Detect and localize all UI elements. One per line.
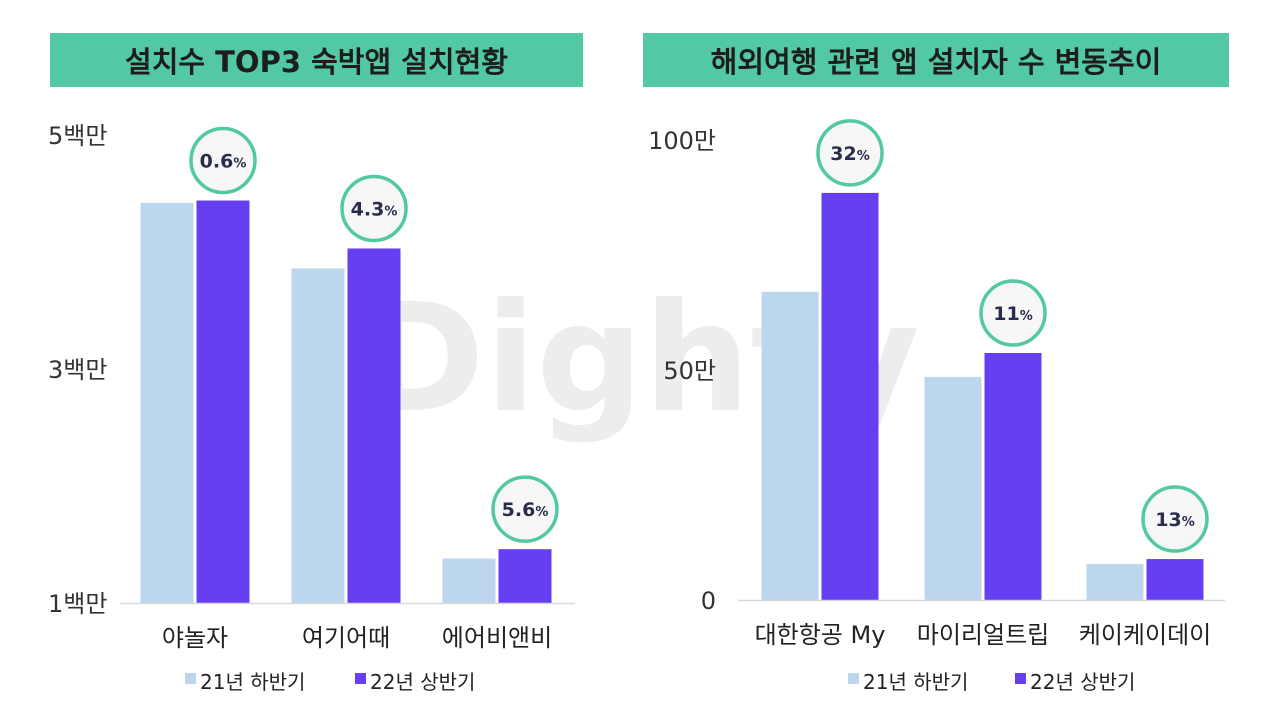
legend-swatch xyxy=(1015,673,1026,684)
growth-percent-sign: % xyxy=(384,204,397,219)
growth-percent-sign: % xyxy=(1020,309,1033,324)
growth-label: 0.6% xyxy=(200,151,247,173)
legend-label: 22년 상반기 xyxy=(1030,670,1135,694)
growth-percent-sign: % xyxy=(535,505,548,520)
growth-value: 32 xyxy=(830,143,856,165)
growth-percent-sign: % xyxy=(1182,515,1195,530)
bar-22h1 xyxy=(498,549,552,603)
bar-21h2 xyxy=(291,268,345,603)
growth-label: 5.6% xyxy=(502,499,549,521)
x-category-label: 에어비앤비 xyxy=(442,624,552,652)
growth-value: 0.6 xyxy=(200,151,234,173)
y-tick-label: 100만 xyxy=(648,127,716,155)
bar-21h2 xyxy=(140,202,194,604)
bar-21h2 xyxy=(761,291,819,600)
growth-badge xyxy=(816,119,884,187)
bar-22h1 xyxy=(821,192,879,600)
growth-badge xyxy=(979,279,1047,347)
chart-title: 해외여행 관련 앱 설치자 수 변동추이 xyxy=(711,45,1162,79)
growth-value: 4.3 xyxy=(351,198,385,220)
y-tick-label: 3백만 xyxy=(48,356,107,384)
growth-percent-sign: % xyxy=(857,149,870,164)
x-category-label: 대한항공 My xyxy=(755,621,886,649)
growth-value: 5.6 xyxy=(502,499,536,521)
legend-label: 21년 하반기 xyxy=(200,670,305,694)
bar-22h1 xyxy=(984,352,1042,600)
chart-travel-apps: 해외여행 관련 앱 설치자 수 변동추이 100만 50만 0 대한항공 My 32% 마이… xyxy=(643,33,1229,694)
title-banner xyxy=(50,33,583,87)
x-category-label: 마이리얼트립 xyxy=(917,621,1049,649)
growth-badge xyxy=(189,126,257,195)
growth-label: 32% xyxy=(830,143,869,165)
bar-21h2 xyxy=(1086,564,1144,600)
legend-swatch xyxy=(848,673,859,684)
bar-21h2 xyxy=(924,376,982,600)
bar-21h2 xyxy=(442,558,496,603)
y-tick-label: 50만 xyxy=(663,357,716,385)
chart-title: 설치수 TOP3 숙박앱 설치현황 xyxy=(125,45,508,79)
growth-value: 13 xyxy=(1155,509,1181,531)
growth-badge xyxy=(491,475,559,543)
legend-label: 22년 상반기 xyxy=(370,670,475,694)
bar-22h1 xyxy=(196,200,250,603)
legend-label: 21년 하반기 xyxy=(863,670,968,694)
legend-swatch xyxy=(355,673,366,684)
bar-22h1 xyxy=(347,248,401,604)
growth-label: 13% xyxy=(1155,509,1194,531)
title-banner xyxy=(643,33,1229,87)
x-category-label: 여기어때 xyxy=(302,624,390,652)
y-tick-label: 0 xyxy=(701,587,716,615)
x-category-label: 야놀자 xyxy=(162,624,228,652)
growth-label: 4.3% xyxy=(351,198,398,220)
growth-label: 11% xyxy=(993,303,1032,325)
growth-badge xyxy=(340,174,408,243)
growth-value: 11 xyxy=(993,303,1019,325)
y-tick-label: 1백만 xyxy=(48,590,107,618)
bar-22h1 xyxy=(1146,559,1204,600)
legend-swatch xyxy=(185,673,196,684)
x-category-label: 케이케이데이 xyxy=(1079,621,1211,649)
growth-percent-sign: % xyxy=(233,157,246,172)
y-tick-label: 5백만 xyxy=(48,122,107,150)
growth-badge xyxy=(1141,485,1209,553)
